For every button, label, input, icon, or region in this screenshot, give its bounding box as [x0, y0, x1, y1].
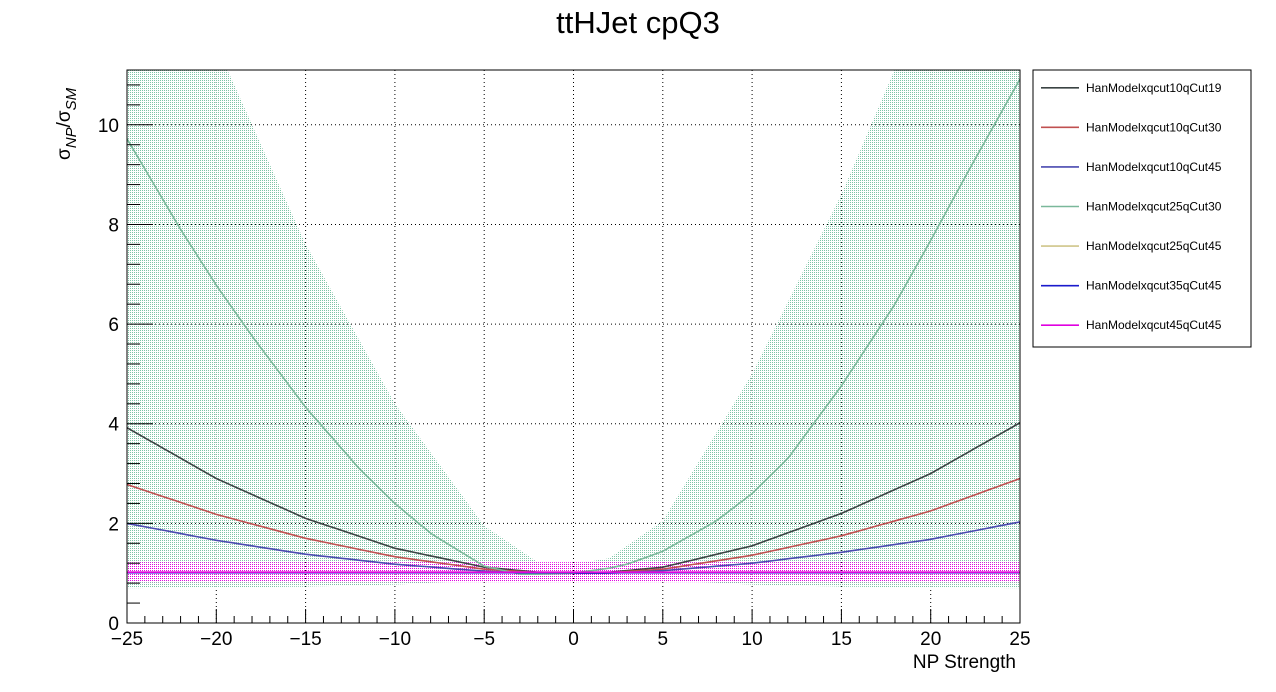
legend-label: HanModelxqcut45qCut45 — [1086, 318, 1222, 332]
legend-label: HanModelxqcut10qCut45 — [1086, 160, 1222, 174]
y-axis-title: σNP/σSM — [54, 87, 80, 160]
legend-label: HanModelxqcut25qCut30 — [1086, 200, 1222, 214]
legend-entries: HanModelxqcut10qCut19 HanModelxqcut10qCut… — [1041, 81, 1222, 332]
legend-label: HanModelxqcut10qCut30 — [1086, 120, 1222, 134]
x-tick-label: −5 — [473, 629, 495, 650]
x-tick-label: 25 — [1009, 629, 1030, 650]
y-tick-label: 0 — [108, 614, 119, 635]
y-tick-label: 2 — [108, 514, 119, 535]
legend-label: HanModelxqcut10qCut19 — [1086, 81, 1222, 95]
legend-label: HanModelxqcut25qCut45 — [1086, 239, 1222, 253]
y-axis-title-slash: / — [54, 121, 75, 127]
y-axis-ticks: 0 2 4 6 8 10 — [98, 84, 153, 635]
series-lines — [127, 78, 1020, 576]
x-tick-label: −25 — [111, 629, 143, 650]
x-tick-label: 15 — [831, 629, 852, 650]
legend-label: HanModelxqcut35qCut45 — [1086, 279, 1222, 293]
chart-title: ttHJet cpQ3 — [556, 5, 720, 40]
x-axis-title: NP Strength — [913, 652, 1016, 673]
x-tick-label: −15 — [289, 629, 321, 650]
x-tick-label: 5 — [658, 629, 669, 650]
y-tick-label: 4 — [108, 415, 119, 436]
x-tick-label: 20 — [920, 629, 941, 650]
y-axis-title-sub-sm: SM — [63, 87, 80, 110]
y-tick-label: 8 — [108, 215, 119, 236]
legend-box — [1032, 69, 1252, 348]
svg-text:σNP/σSM: σNP/σSM — [54, 87, 80, 160]
y-tick-label: 10 — [98, 116, 119, 137]
x-tick-label: 0 — [568, 629, 579, 650]
y-axis-title-sigma: σ — [54, 148, 75, 160]
legend: HanModelxqcut10qCut19 HanModelxqcut10qCut… — [1032, 69, 1252, 348]
x-tick-label: −20 — [200, 629, 232, 650]
y-tick-label: 6 — [108, 315, 119, 336]
x-tick-label: −10 — [379, 629, 411, 650]
y-axis-title-sub-np: NP — [63, 127, 80, 148]
y-axis-title-sigma-2: σ — [54, 110, 75, 122]
x-axis-ticks: −25 −20 −15 −10 −5 0 5 10 15 20 25 — [111, 609, 1031, 650]
x-tick-label: 10 — [742, 629, 763, 650]
